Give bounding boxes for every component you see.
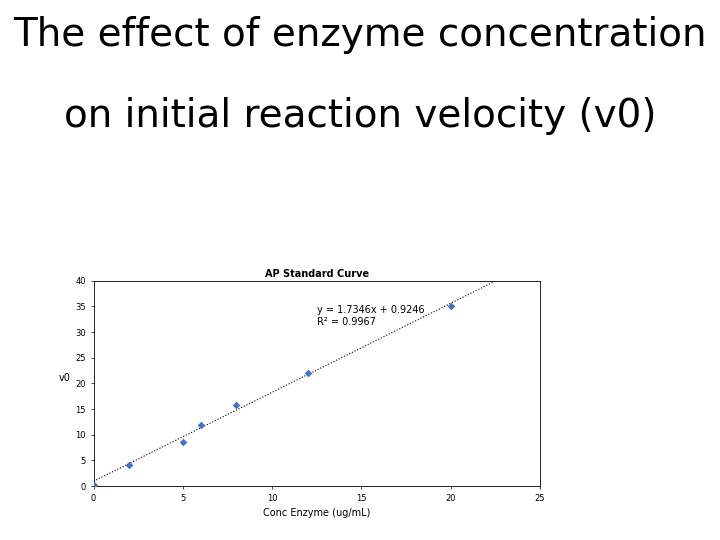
Point xyxy=(445,302,456,311)
Point xyxy=(195,421,207,430)
Point xyxy=(302,369,314,377)
Point xyxy=(124,461,135,469)
Text: The effect of enzyme concentration: The effect of enzyme concentration xyxy=(13,16,707,54)
Point xyxy=(177,437,189,446)
Y-axis label: v0: v0 xyxy=(58,373,70,383)
Point xyxy=(230,401,242,409)
Title: AP Standard Curve: AP Standard Curve xyxy=(265,268,369,279)
Point xyxy=(88,481,99,489)
Text: on initial reaction velocity (v0): on initial reaction velocity (v0) xyxy=(64,97,656,135)
Text: y = 1.7346x + 0.9246
R² = 0.9967: y = 1.7346x + 0.9246 R² = 0.9967 xyxy=(317,306,424,327)
X-axis label: Conc Enzyme (ug/mL): Conc Enzyme (ug/mL) xyxy=(263,508,371,518)
